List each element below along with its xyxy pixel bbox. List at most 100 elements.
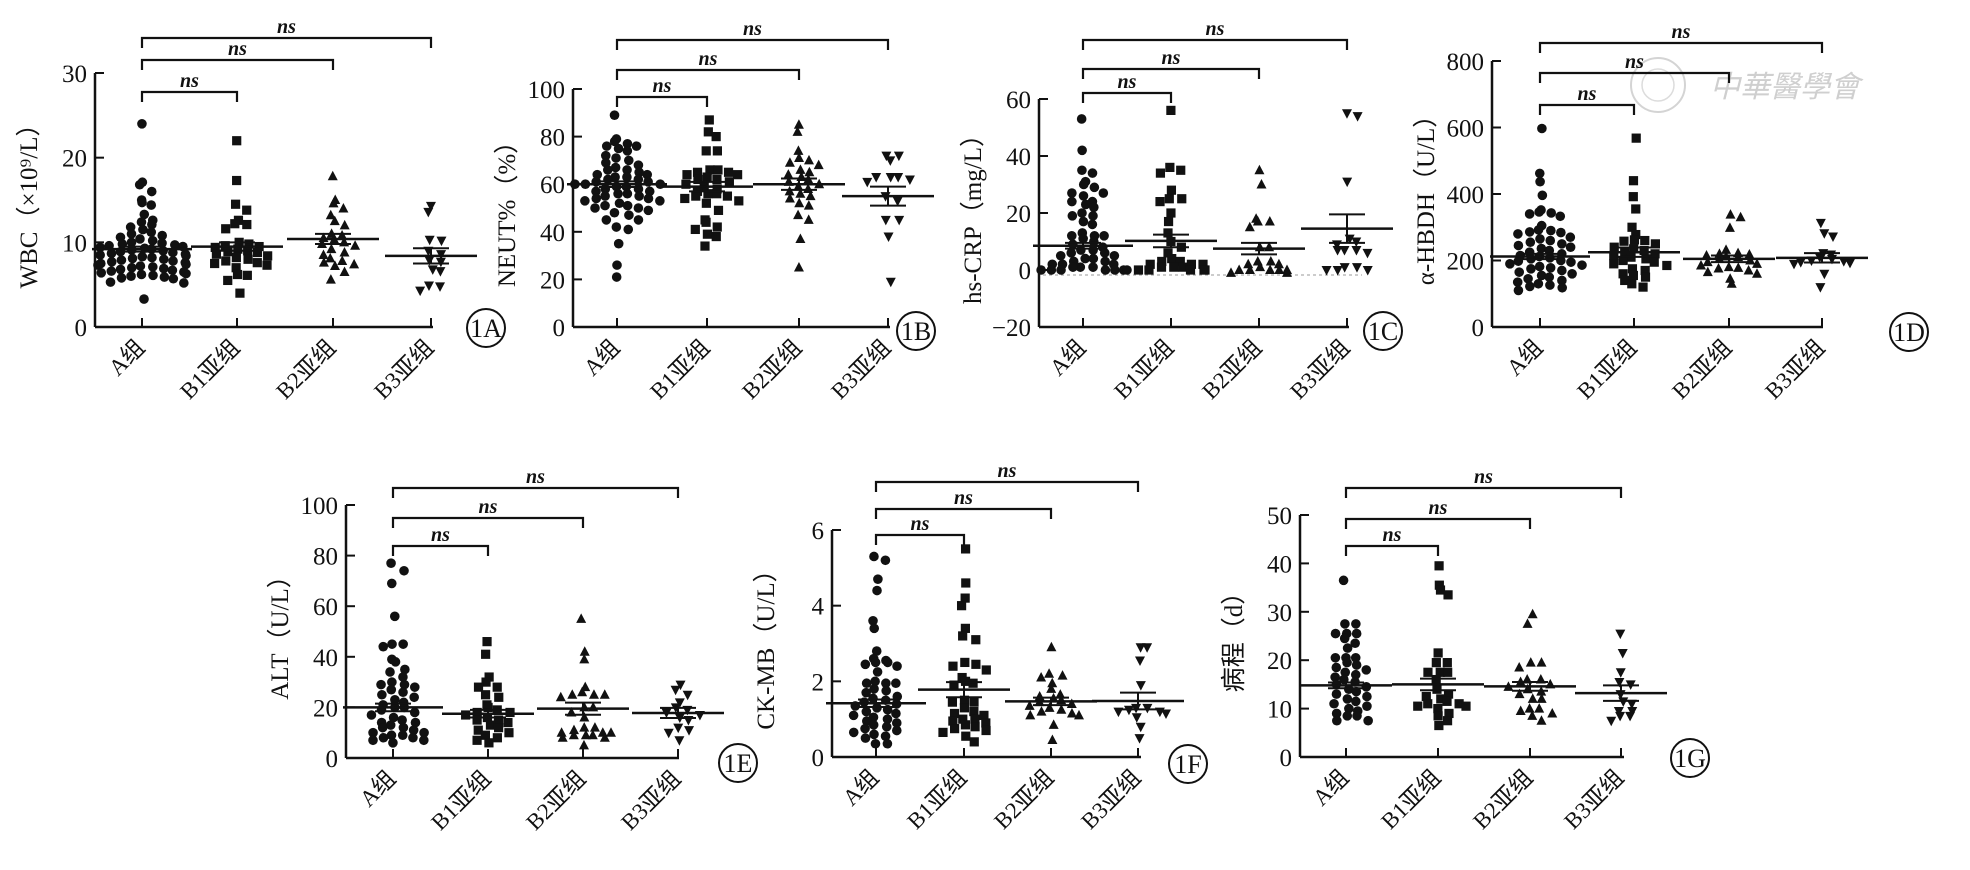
1F-point-2-2 [1057,670,1068,680]
1E-point-2-6 [567,689,578,699]
1G-series-0 [1300,575,1392,726]
1B-panel-label: 1B [901,317,931,346]
1C-point-3-0 [1341,109,1352,119]
1D-point-3-2 [1827,232,1838,243]
1G-significance-label: ns [1383,524,1402,546]
1C-point-2-18 [1226,267,1236,277]
1F-point-0-5 [869,623,880,634]
1D-point-2-17 [1713,262,1724,273]
1D-point-0-17 [1545,235,1556,246]
1E-point-0-32 [385,720,396,730]
1B-point-0-2 [609,136,620,147]
1B-point-1-17 [712,184,722,194]
1E-point-0-35 [408,725,419,735]
1A-point-0-13 [146,227,157,237]
1B-significance-bracket [615,95,709,107]
1G-point-1-18 [1413,701,1423,711]
1D-point-0-38 [1557,265,1567,276]
1F-series-2 [1005,641,1097,744]
1B-point-0-52 [611,222,622,232]
1D-point-1-0 [1631,133,1641,143]
1A-point-0-10 [147,219,157,230]
1B-point-0-18 [642,169,653,180]
1F-point-1-17 [947,697,958,707]
1F-point-0-29 [861,706,872,717]
1D-point-0-10 [1533,225,1544,235]
1B-point-3-7 [862,177,873,188]
1A-point-1-1 [232,175,242,186]
1G-category-label: B3亚组 [1559,765,1628,834]
1G-y-axis-label: 病程（d） [1220,580,1248,693]
1F-category-label: B2亚组 [989,765,1058,834]
1C-point-0-12 [1080,199,1091,210]
1G-point-0-35 [1352,711,1362,721]
1D-point-0-21 [1565,242,1576,252]
1A-point-1-2 [230,199,241,209]
1B-point-1-24 [734,196,744,206]
1D-point-2-22 [1726,278,1737,288]
1C-point-3-1 [1352,112,1363,122]
1A-point-0-51 [115,264,126,275]
1B-point-1-30 [690,224,700,235]
1F-point-0-20 [861,687,871,698]
1A-point-1-20 [243,254,253,264]
1B-point-1-22 [722,191,733,201]
1F-point-0-45 [882,738,893,749]
1G-point-1-19 [1461,701,1471,711]
1C-category-label: B1亚组 [1109,335,1178,404]
1B-point-3-11 [894,215,905,226]
1F-category-label: B3亚组 [1076,765,1145,834]
1E-point-2-17 [556,727,567,737]
1B-point-0-22 [633,174,644,185]
1B-point-2-21 [803,200,814,210]
1G-point-1-4 [1433,648,1443,658]
1G-point-1-5 [1431,658,1441,668]
1A-point-1-6 [242,219,252,230]
1A-point-0-5 [137,197,147,208]
1B-category-label: B3亚组 [826,335,895,404]
1A-point-1-17 [211,249,222,259]
1C-point-1-15 [1175,256,1185,267]
1C-point-2-10 [1243,258,1254,269]
1B-point-0-9 [611,153,621,163]
1D-point-0-7 [1524,209,1535,219]
1A-point-0-58 [148,270,158,281]
1A-point-1-0 [232,136,242,146]
1A-y-axis-label: WBC（×10⁹/L） [15,112,43,289]
1E-point-0-10 [385,667,395,677]
1B-series-2 [753,119,845,272]
1D-series-2 [1683,209,1775,288]
panel-1A: 0 10 20 30 WBC（×10⁹/L） A组 B1亚组 B2亚组 B3亚组 ns ns ns 1A [15,16,506,404]
1B-point-2-22 [793,209,804,220]
1A-significance-bracket [140,58,335,70]
1E-point-0-2 [386,578,397,589]
1E-y-axis-label: ALT（U/L） [266,563,294,700]
1D-y-tick-label: 400 [1447,182,1485,209]
1B-point-1-31 [702,229,713,239]
1E-point-2-21 [568,729,579,740]
1F-point-0-40 [848,727,859,738]
1D-point-0-31 [1513,256,1524,266]
1F-point-0-30 [891,708,901,719]
1E-point-1-15 [493,715,504,725]
panel-1E: 0 20 40 60 80 100 ALT（U/L） A组 B1亚组 B2亚组 B3亚组 ns ns ns… [266,466,758,835]
1A-point-0-53 [106,266,117,276]
1D-panel-label: 1D [1893,318,1925,347]
1G-point-1-1 [1434,580,1444,590]
1B-point-2-25 [793,262,804,272]
1E-point-1-13 [461,710,471,720]
1F-point-3-9 [1161,709,1171,719]
1C-point-2-11 [1273,258,1284,269]
1D-series-3 [1776,218,1868,293]
1C-point-1-0 [1166,105,1176,115]
1F-series-1 [918,544,1010,747]
1C-panel-label: 1C [1368,317,1398,346]
1B-point-0-6 [613,143,624,154]
1B-point-2-24 [795,233,806,243]
1B-point-1-12 [712,174,722,185]
1G-point-1-6 [1442,658,1452,668]
1D-point-0-45 [1512,277,1523,287]
1C-point-1-8 [1166,208,1176,218]
1G-point-2-1 [1522,618,1533,628]
1B-point-1-5 [705,165,715,175]
